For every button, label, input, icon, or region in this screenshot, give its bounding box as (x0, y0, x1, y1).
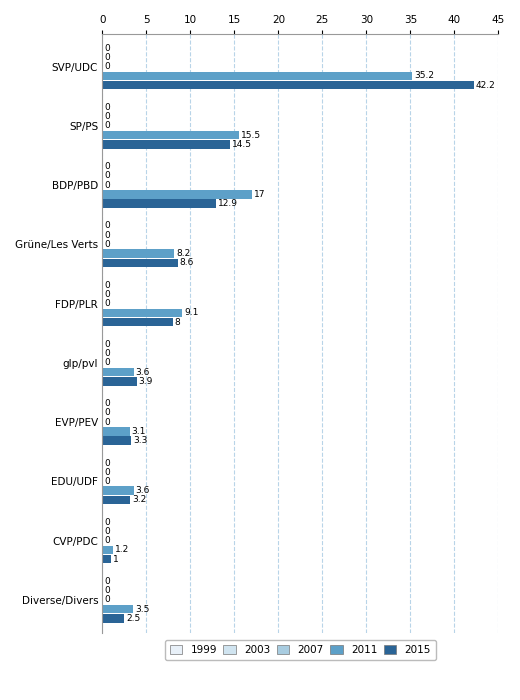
Text: 0: 0 (104, 172, 110, 181)
Bar (102, 545, 113, 554)
Text: 3.2: 3.2 (132, 496, 147, 505)
Text: 0: 0 (104, 53, 110, 62)
Bar (102, 377, 137, 386)
Text: 14.5: 14.5 (232, 140, 252, 149)
Bar (102, 486, 134, 495)
Bar (102, 309, 183, 317)
Text: 0: 0 (104, 162, 110, 172)
Text: 0: 0 (104, 458, 110, 468)
Text: 17: 17 (254, 190, 265, 199)
Text: 12.9: 12.9 (217, 199, 238, 208)
Text: 0: 0 (104, 240, 110, 249)
Text: 8: 8 (175, 318, 180, 327)
Text: 0: 0 (104, 418, 110, 427)
Bar (102, 80, 474, 90)
Text: 2.5: 2.5 (126, 614, 140, 623)
Text: 0: 0 (104, 221, 110, 230)
Bar (102, 427, 129, 435)
Bar (102, 258, 178, 267)
Text: 0: 0 (104, 112, 110, 121)
Text: 0: 0 (104, 349, 110, 358)
Legend: 1999, 2003, 2007, 2011, 2015: 1999, 2003, 2007, 2011, 2015 (165, 640, 436, 660)
Text: 42.2: 42.2 (475, 80, 495, 90)
Text: 0: 0 (104, 290, 110, 299)
Bar (102, 131, 239, 139)
Text: 0: 0 (104, 43, 110, 52)
Text: 3.9: 3.9 (138, 377, 153, 386)
Text: 0: 0 (104, 121, 110, 130)
Text: 15.5: 15.5 (240, 131, 261, 139)
Text: 0: 0 (104, 409, 110, 417)
Text: 1.2: 1.2 (114, 545, 129, 554)
Text: 0: 0 (104, 577, 110, 586)
Bar (102, 436, 132, 445)
Text: 0: 0 (104, 518, 110, 527)
Text: 0: 0 (104, 103, 110, 112)
Bar (102, 249, 175, 258)
Text: 0: 0 (104, 527, 110, 536)
Text: 0: 0 (104, 596, 110, 605)
Bar (102, 614, 124, 623)
Text: 0: 0 (104, 299, 110, 308)
Text: 3.6: 3.6 (136, 368, 150, 377)
Text: 0: 0 (104, 468, 110, 477)
Text: 0: 0 (104, 231, 110, 239)
Text: 8.2: 8.2 (176, 249, 190, 258)
Bar (102, 605, 133, 613)
Bar (102, 368, 134, 377)
Bar (102, 555, 111, 564)
Text: 0: 0 (104, 340, 110, 349)
Text: 0: 0 (104, 477, 110, 486)
Text: 3.3: 3.3 (133, 436, 148, 445)
Text: 0: 0 (104, 281, 110, 290)
Text: 3.6: 3.6 (136, 486, 150, 495)
Text: 35.2: 35.2 (414, 71, 434, 80)
Bar (102, 71, 412, 80)
Text: 0: 0 (104, 587, 110, 595)
Text: 0: 0 (104, 62, 110, 71)
Text: 0: 0 (104, 399, 110, 408)
Text: 8.6: 8.6 (180, 258, 194, 267)
Text: 9.1: 9.1 (184, 309, 199, 317)
Text: 3.1: 3.1 (132, 427, 146, 436)
Bar (102, 190, 252, 199)
Text: 0: 0 (104, 536, 110, 545)
Bar (102, 140, 230, 148)
Text: 3.5: 3.5 (135, 605, 149, 614)
Bar (102, 496, 131, 504)
Text: 0: 0 (104, 358, 110, 368)
Bar (102, 199, 216, 208)
Bar (102, 318, 173, 326)
Text: 1: 1 (113, 554, 119, 564)
Text: 0: 0 (104, 181, 110, 190)
